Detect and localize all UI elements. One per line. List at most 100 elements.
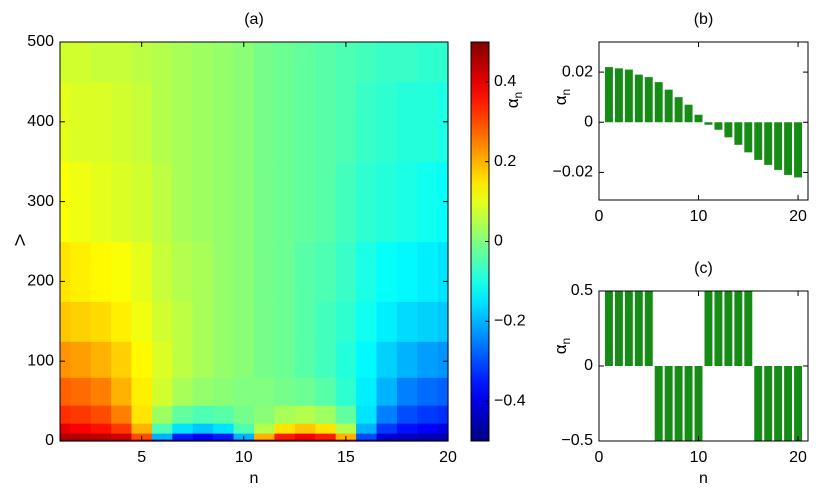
contour-cell xyxy=(233,301,255,342)
contour-cell xyxy=(274,439,296,442)
contour-cell xyxy=(90,439,112,442)
bar xyxy=(734,122,743,145)
contour-cell xyxy=(315,241,337,302)
bar xyxy=(684,104,693,123)
contour-cell xyxy=(417,377,439,406)
contour-cell xyxy=(315,439,337,442)
contour-cell xyxy=(437,42,449,83)
contour-cell xyxy=(172,161,194,243)
contour-cell xyxy=(192,341,214,378)
contour-cell xyxy=(376,161,398,243)
contour-cell xyxy=(131,301,153,342)
contour-cell xyxy=(437,377,449,406)
contour-cell xyxy=(233,377,255,406)
bar xyxy=(774,122,783,170)
bar xyxy=(694,114,703,123)
contour-cell xyxy=(294,439,316,442)
contour-cell xyxy=(131,423,153,434)
contour-cell xyxy=(356,241,378,302)
bar xyxy=(664,366,673,441)
y-tick-label: 0.02 xyxy=(562,63,593,80)
contour-cell xyxy=(213,42,235,83)
contour-cell xyxy=(60,241,71,302)
contour-cell xyxy=(315,405,337,424)
contour-cell xyxy=(192,405,214,424)
chart-title: (c) xyxy=(694,260,713,277)
x-axis-label: n xyxy=(250,470,259,487)
contour-cell xyxy=(417,439,439,442)
contour-cell xyxy=(131,241,153,302)
contour-cell xyxy=(254,241,276,302)
contour-cell xyxy=(294,341,316,378)
x-tick-label: 20 xyxy=(439,449,457,466)
y-tick-label: 0 xyxy=(584,357,593,374)
contour-cell xyxy=(213,433,235,440)
contour-cell xyxy=(213,423,235,434)
contour-cell xyxy=(131,42,153,83)
contour-cell xyxy=(233,405,255,424)
contour-cell xyxy=(70,42,92,83)
contour-cell xyxy=(335,301,357,342)
contour-cell xyxy=(111,433,133,440)
contour-cell xyxy=(192,423,214,434)
bar xyxy=(624,291,633,366)
contour-cell xyxy=(437,433,449,440)
contour-cell xyxy=(376,341,398,378)
contour-cell xyxy=(254,433,276,440)
contour-cell xyxy=(151,241,173,302)
contour-cell xyxy=(233,81,255,163)
contour-cell xyxy=(90,377,112,406)
contour-cell xyxy=(172,423,194,434)
contour-cell xyxy=(315,377,337,406)
contour-cell xyxy=(233,42,255,83)
contour-cell xyxy=(376,439,398,442)
contour-cell xyxy=(356,42,378,83)
contour-cell xyxy=(254,405,276,424)
contour-cell xyxy=(294,301,316,342)
contour-cell xyxy=(131,161,153,243)
contour-cell xyxy=(233,161,255,243)
bar xyxy=(614,291,623,366)
bar xyxy=(604,67,613,123)
contour-cell xyxy=(90,81,112,163)
contour-cell xyxy=(90,423,112,434)
contour-cell xyxy=(396,377,418,406)
contour-cell xyxy=(417,301,439,342)
x-tick-label: 20 xyxy=(789,208,807,225)
contour-cell xyxy=(90,42,112,83)
y-axis-label: αn xyxy=(551,89,573,106)
contour-cell xyxy=(151,42,173,83)
contour-cell xyxy=(192,241,214,302)
contour-cell xyxy=(111,241,133,302)
colorbar-tick-label: −0.4 xyxy=(494,392,526,409)
contour-cell xyxy=(376,301,398,342)
contour-cell xyxy=(254,301,276,342)
contour-cell xyxy=(356,161,378,243)
contour-cell xyxy=(172,405,194,424)
bar xyxy=(714,122,723,130)
bar xyxy=(794,366,803,441)
contour-cell xyxy=(60,341,71,378)
contour-cell xyxy=(111,439,133,442)
bar xyxy=(674,97,683,123)
contour-cell xyxy=(60,161,71,243)
colorbar-label-subscript: n xyxy=(511,92,525,99)
bar xyxy=(754,366,763,441)
contour-cell xyxy=(294,423,316,434)
contour-cell xyxy=(417,81,439,163)
contour-cell xyxy=(90,433,112,440)
contour-cell xyxy=(437,423,449,434)
contour-cell xyxy=(417,423,439,434)
contour-cell xyxy=(417,241,439,302)
contour-cell xyxy=(70,433,92,440)
contour-cell xyxy=(111,42,133,83)
contour-cell xyxy=(60,405,71,424)
contour-cell xyxy=(396,301,418,342)
bar xyxy=(734,291,743,366)
y-axis-label-symbol: α xyxy=(551,95,570,105)
contour-cell xyxy=(111,405,133,424)
contour-cell xyxy=(274,301,296,342)
contour-cell xyxy=(417,161,439,243)
contour-cell xyxy=(70,377,92,406)
